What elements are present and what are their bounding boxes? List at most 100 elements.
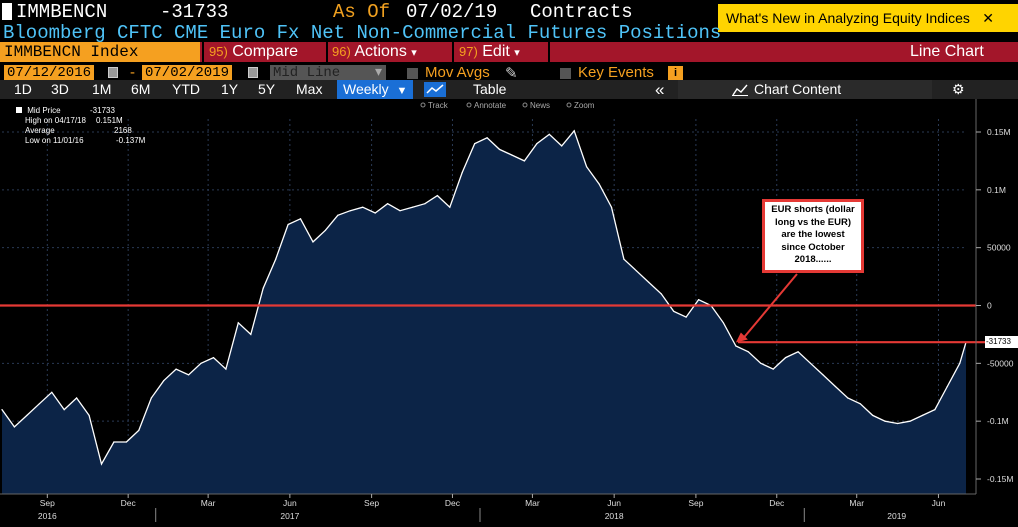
series-point — [188, 374, 190, 376]
compare-button[interactable]: 95) Compare — [209, 42, 298, 62]
period-button-6m[interactable]: 6M — [131, 81, 151, 97]
divider — [202, 42, 204, 62]
plot-tool-news: News — [530, 101, 550, 110]
series-point — [461, 171, 463, 174]
as-of-label: As Of — [333, 1, 391, 23]
period-button-5y[interactable]: 5Y — [258, 81, 276, 97]
mov-avgs-checkbox[interactable] — [407, 68, 418, 79]
series-point — [685, 316, 687, 318]
plot-tool-annotate: Annotate — [474, 101, 507, 110]
series-point — [921, 414, 924, 416]
plot-tool-icon — [420, 102, 426, 108]
series-point — [362, 206, 364, 208]
y-tick-label: -50000 — [987, 358, 1014, 368]
legend-low-value: -0.137M — [116, 136, 146, 145]
calendar-icon[interactable] — [108, 67, 118, 78]
x-tick-label: Dec — [769, 498, 785, 508]
start-date-field[interactable]: 07/12/2016 — [4, 65, 95, 81]
series-point — [125, 441, 127, 443]
legend-high-value: 0.151M — [96, 116, 123, 125]
series-point — [1, 409, 3, 411]
series-point — [635, 270, 638, 272]
series-point — [212, 357, 215, 359]
edit-button[interactable]: 97) Edit ▾ — [459, 42, 520, 62]
actions-button[interactable]: 96) Actions ▾ — [332, 42, 417, 62]
price-mode-select[interactable]: Mid Line ▾ — [270, 65, 386, 81]
pencil-icon[interactable]: ✎ — [505, 65, 518, 82]
year-label: 2019 — [887, 511, 906, 521]
year-label: 2018 — [605, 511, 624, 521]
ticker-marker — [2, 3, 12, 20]
calendar-icon[interactable] — [248, 67, 258, 78]
frequency-select[interactable]: Weekly ▼ — [337, 80, 414, 99]
series-point — [100, 463, 103, 465]
view-type-label[interactable]: Line Chart — [910, 43, 984, 60]
period-button-3d[interactable]: 3D — [51, 81, 69, 97]
series-point — [673, 310, 675, 312]
series-group — [1, 129, 967, 495]
period-button-1d[interactable]: 1D — [14, 81, 32, 97]
series-point — [586, 166, 588, 168]
period-button-1y[interactable]: 1Y — [221, 81, 239, 97]
series-point — [51, 391, 53, 393]
actions-label: Actions — [354, 43, 407, 60]
frequency-value: Weekly — [343, 81, 389, 97]
close-icon[interactable]: ✕ — [982, 10, 994, 26]
series-point — [498, 148, 501, 150]
series-point — [324, 229, 326, 231]
last-value: -31733 — [160, 1, 229, 23]
x-tick-label: Sep — [40, 498, 55, 508]
y-tick-label: 50000 — [987, 243, 1011, 253]
mov-avgs-label: Mov Avgs — [425, 64, 490, 81]
annotation-text: EUR shorts (dollar long vs the EUR) are th… — [765, 204, 861, 267]
ticker-symbol[interactable]: IMMBENCN — [16, 1, 108, 23]
annotation-line: long vs the EUR) — [774, 216, 851, 228]
series-point — [200, 362, 202, 364]
series-point — [312, 241, 314, 243]
x-tick-label: Dec — [445, 498, 461, 508]
chevron-down-icon: ▾ — [514, 47, 520, 59]
legend-swatch — [16, 107, 22, 113]
series-point — [822, 374, 824, 376]
table-button[interactable]: Table — [473, 81, 507, 97]
collapse-icon[interactable]: « — [655, 80, 665, 99]
security-field[interactable]: IMMBENCN Index — [0, 42, 200, 62]
divider — [326, 42, 328, 62]
series-point — [299, 218, 302, 220]
annotation-arrow — [735, 273, 798, 343]
whats-new-text: What's New in Analyzing Equity Indices — [726, 10, 970, 26]
chevron-down-icon: ▾ — [374, 65, 382, 81]
line-chart-icon[interactable] — [424, 82, 446, 97]
end-date-field[interactable]: 07/02/2019 — [142, 65, 233, 81]
compare-number: 95) — [209, 44, 228, 59]
x-tick-label: Sep — [364, 498, 379, 508]
annotation-line: are the lowest — [781, 229, 845, 240]
whats-new-banner[interactable]: What's New in Analyzing Equity Indices ✕ — [718, 4, 1018, 32]
chart-toolbar: 1D 3D 1M 6M YTD 1Y 5Y Max Weekly ▼ Table « Char… — [0, 80, 1018, 99]
series-point — [946, 385, 948, 388]
series-point — [374, 212, 376, 214]
x-tick-label: Jun — [283, 498, 297, 508]
period-button-1m[interactable]: 1M — [92, 81, 112, 97]
price-mode-value: Mid Line — [273, 65, 341, 81]
key-events-checkbox[interactable] — [560, 68, 571, 79]
y-axis: 0.15M 0.1M 50000 0 -50000 -0.1M -0.15M — [975, 99, 1014, 494]
annotation-callout[interactable]: EUR shorts (dollar long vs the EUR) are th… — [762, 199, 864, 273]
x-tick-label: Mar — [201, 498, 216, 508]
series-point — [747, 351, 749, 353]
series-point — [660, 293, 662, 295]
series-point — [561, 145, 563, 147]
period-button-ytd[interactable]: YTD — [172, 81, 200, 97]
x-tick-label: Mar — [849, 498, 864, 508]
info-icon[interactable]: i — [668, 66, 683, 80]
period-button-max[interactable]: Max — [296, 81, 323, 97]
series-point — [884, 420, 886, 422]
gear-icon[interactable]: ⚙ — [952, 81, 965, 97]
chart-plot[interactable]: Track Annotate News Zoom 0.15M 0.1M 50000 0 -50… — [0, 99, 1018, 527]
series-point — [175, 368, 177, 370]
chart-content-panel[interactable]: Chart Content — [678, 80, 932, 99]
arrow-shaft — [743, 273, 798, 339]
legend-avg-label: Average — [25, 126, 55, 135]
chart-content-label: Chart Content — [754, 81, 842, 97]
series-area — [2, 130, 966, 495]
